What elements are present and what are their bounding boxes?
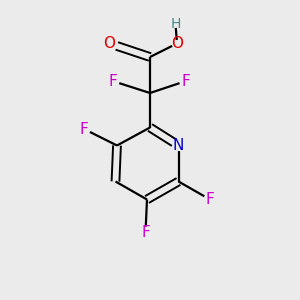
- Text: O: O: [103, 36, 116, 51]
- Text: H: H: [170, 17, 181, 31]
- Text: O: O: [171, 36, 183, 51]
- Text: F: F: [80, 122, 88, 136]
- Text: F: F: [206, 192, 214, 207]
- Text: N: N: [173, 138, 184, 153]
- Text: F: F: [141, 225, 150, 240]
- Text: F: F: [108, 74, 117, 88]
- Text: F: F: [182, 74, 190, 88]
